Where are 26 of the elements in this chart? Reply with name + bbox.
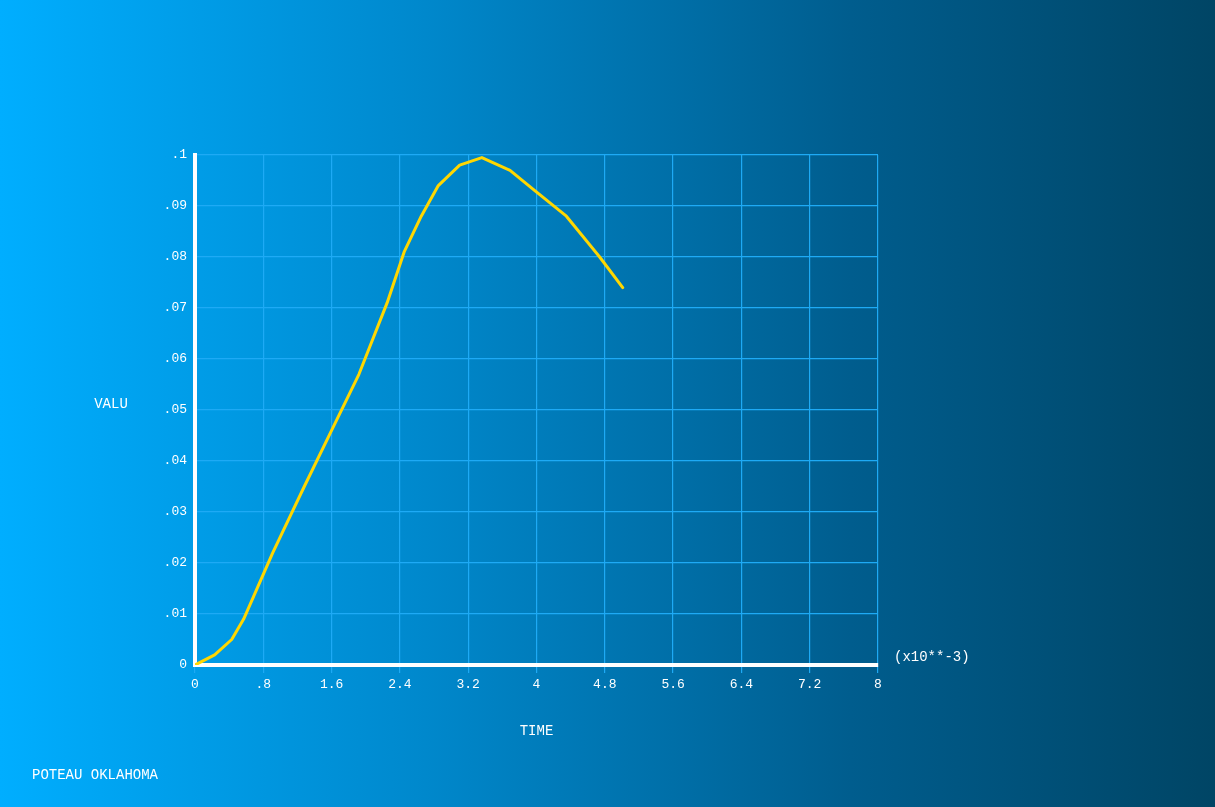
x-tick-label: 5.6 [661, 677, 685, 693]
y-tick-label: .04 [163, 453, 188, 469]
text: (x10**-3) [894, 648, 970, 665]
x-tick-label: 1.6 [319, 677, 344, 693]
y-tick-label: .05 [163, 402, 187, 418]
y-tick-label: .03 [163, 504, 187, 520]
x-tick-label: 7.2 [798, 677, 822, 693]
x-tick-label: 3.2 [456, 677, 480, 693]
y-axis-title: VALU [94, 395, 128, 412]
x-tick-label: .8 [255, 677, 272, 693]
x-tick-label: 4 [532, 677, 541, 693]
y-tick-label: .06 [163, 351, 187, 367]
y-tick-label: .08 [163, 249, 187, 265]
y-tick-label: 0 [179, 657, 187, 673]
y-tick-label: .02 [163, 555, 187, 571]
y-tick-label: .1 [171, 147, 188, 163]
y-tick-label: .09 [163, 198, 187, 214]
text: POTEAU OKLAHOMA [32, 766, 159, 783]
y-tick-label: .07 [163, 300, 187, 316]
y-tick-label: .01 [163, 606, 188, 622]
x-tick-label: 2.4 [388, 677, 412, 693]
x-tick-label: 4.8 [593, 677, 617, 693]
x-tick-label: 8 [874, 677, 882, 693]
x-axis-title: TIME [519, 722, 554, 739]
x-tick-label: 6.4 [729, 677, 754, 693]
x-tick-label: 0 [191, 677, 199, 693]
